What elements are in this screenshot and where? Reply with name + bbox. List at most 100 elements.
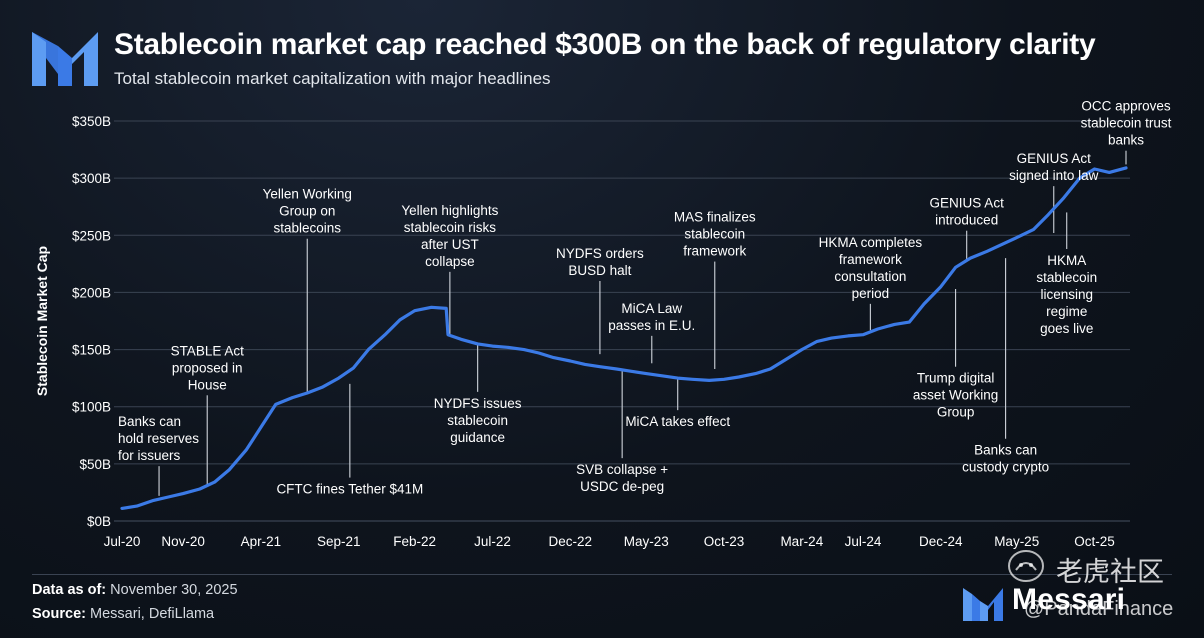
page-subtitle: Total stablecoin market capitalization w… [114,69,551,88]
annotation-line: stablecoins [273,221,341,236]
watermark-tiger-icon [1008,550,1044,582]
annotation-line: goes live [1040,321,1093,336]
annotation-nydfs-busd: NYDFS orders BUSD halt [556,246,644,278]
y-tick-label: $50B [79,457,111,472]
annotation-yellen-working-group: Yellen Working Group on stablecoins [263,187,352,236]
annotation-line: passes in E.U. [608,318,695,333]
annotation-line: GENIUS Act [1017,151,1092,166]
annotation-line: Trump digital [917,371,995,386]
y-axis-title: Stablecoin Market Cap [34,246,50,396]
annotation-svb-collapse: SVB collapse + USDC de-peg [576,462,668,494]
annotation-line: Banks can [118,414,181,429]
annotation-line: stablecoin [447,413,508,428]
annotation-line: USDC de-peg [580,479,664,494]
annotation-line: OCC approves [1081,99,1171,114]
annotation-line: proposed in [172,360,243,375]
annotation-banks-custody: Banks can custody crypto [962,443,1049,475]
annotation-line: consultation [834,269,906,284]
source-value: Messari, DefiLlama [90,606,215,622]
market-cap-chart: $0B $50B $100B $150B $200B $250B $300B $350B Jul… [34,99,1172,549]
x-tick-label: Dec-24 [919,534,963,549]
annotation-line: SVB collapse + [576,462,668,477]
x-tick-label: May-23 [624,534,669,549]
annotation-mas-framework: MAS finalizes stablecoin framework [674,210,756,259]
annotation-line: stablecoin risks [404,220,497,235]
annotation-line: BUSD halt [568,263,631,278]
x-tick-label: Oct-23 [704,534,745,549]
annotation-hkma-licensing: HKMA stablecoin licensing regime goes live [1036,253,1097,336]
annotation-line: framework [839,252,902,267]
data-as-of-value: November 30, 2025 [110,582,238,598]
y-tick-label: $200B [72,285,111,300]
annotation-cftc-fines: CFTC fines Tether $41M [276,482,423,497]
annotation-line: introduced [935,213,998,228]
x-tick-label: Jul-22 [474,534,511,549]
x-tick-label: Sep-21 [317,534,361,549]
annotation-line: MiCA takes effect [625,414,730,429]
annotation-line: Group [937,405,975,420]
x-tick-label: Dec-22 [549,534,593,549]
annotation-line: House [188,377,227,392]
annotation-line: stablecoin [684,227,745,242]
x-tick-label: Feb-22 [393,534,436,549]
annotation-line: stablecoin trust [1081,116,1172,131]
annotation-line: STABLE Act [171,343,245,358]
x-tick-label: Apr-21 [241,534,282,549]
y-tick-label: $150B [72,343,111,358]
annotation-line: hold reserves [118,431,199,446]
annotation-line: MAS finalizes [674,210,756,225]
x-tick-label: May-25 [994,534,1039,549]
x-tick-label: Jul-20 [104,534,141,549]
annotation-line: custody crypto [962,460,1049,475]
annotation-mica-effect: MiCA takes effect [625,414,730,429]
page-title: Stablecoin market cap reached $300B on t… [114,28,1096,61]
annotation-line: MiCA Law [621,301,682,316]
x-tick-label: Jul-24 [845,534,882,549]
annotation-line: period [852,286,890,301]
brand-name: Messari [1012,583,1126,616]
x-tick-label: Mar-24 [780,534,823,549]
y-tick-label: $250B [72,228,111,243]
annotation-line: Banks can [974,443,1037,458]
annotation-line: framework [683,244,746,259]
annotation-occ-banks: OCC approves stablecoin trust banks [1081,99,1172,148]
annotation-hkma-framework: HKMA completes framework consultation perio… [819,235,923,301]
source: Source: Messari, DefiLlama [32,606,214,622]
y-tick-label: $100B [72,400,111,415]
annotation-line: guidance [450,430,505,445]
annotation-line: for issuers [118,448,181,463]
annotation-genius-signed: GENIUS Act signed into law [1009,151,1099,183]
data-as-of-label: Data as of: [32,582,107,598]
annotation-line: signed into law [1009,168,1099,183]
y-tick-label: $300B [72,171,111,186]
y-tick-label: $0B [87,514,111,529]
annotation-line: CFTC fines Tether $41M [276,482,423,497]
x-tick-label: Oct-25 [1074,534,1115,549]
annotation-line: banks [1108,133,1144,148]
source-label: Source: [32,606,86,622]
annotation-line: after UST [421,237,479,252]
x-tick-label: Nov-20 [161,534,205,549]
annotation-line: GENIUS Act [930,196,1005,211]
series-line [120,166,1128,510]
annotation-banks-reserves: Banks can hold reserves for issuers [118,414,199,463]
annotation-trump-group: Trump digital asset Working Group [913,371,998,420]
annotation-line: collapse [425,254,475,269]
watermark-handle: @PandaFinance [1024,598,1174,620]
footer-divider [32,574,1172,575]
annotation-stable-act: STABLE Act proposed in House [171,343,245,392]
annotation-line: NYDFS orders [556,246,644,261]
annotation-line: NYDFS issues [434,396,522,411]
annotation-yellen-ust: Yellen highlights stablecoin risks after U… [401,203,498,269]
annotation-genius-introduced: GENIUS Act introduced [930,196,1005,228]
annotation-line: asset Working [913,388,998,403]
brand-logo-icon [963,588,1003,621]
data-as-of: Data as of: November 30, 2025 [32,582,238,598]
annotation-line: Group on [279,204,335,219]
annotation-line: Yellen Working [263,187,352,202]
annotation-line: HKMA [1047,253,1086,268]
annotation-mica-law: MiCA Law passes in E.U. [608,301,695,333]
annotation-nydfs-guidance: NYDFS issues stablecoin guidance [434,396,522,445]
y-tick-label: $350B [72,114,111,129]
annotation-line: licensing [1040,287,1093,302]
